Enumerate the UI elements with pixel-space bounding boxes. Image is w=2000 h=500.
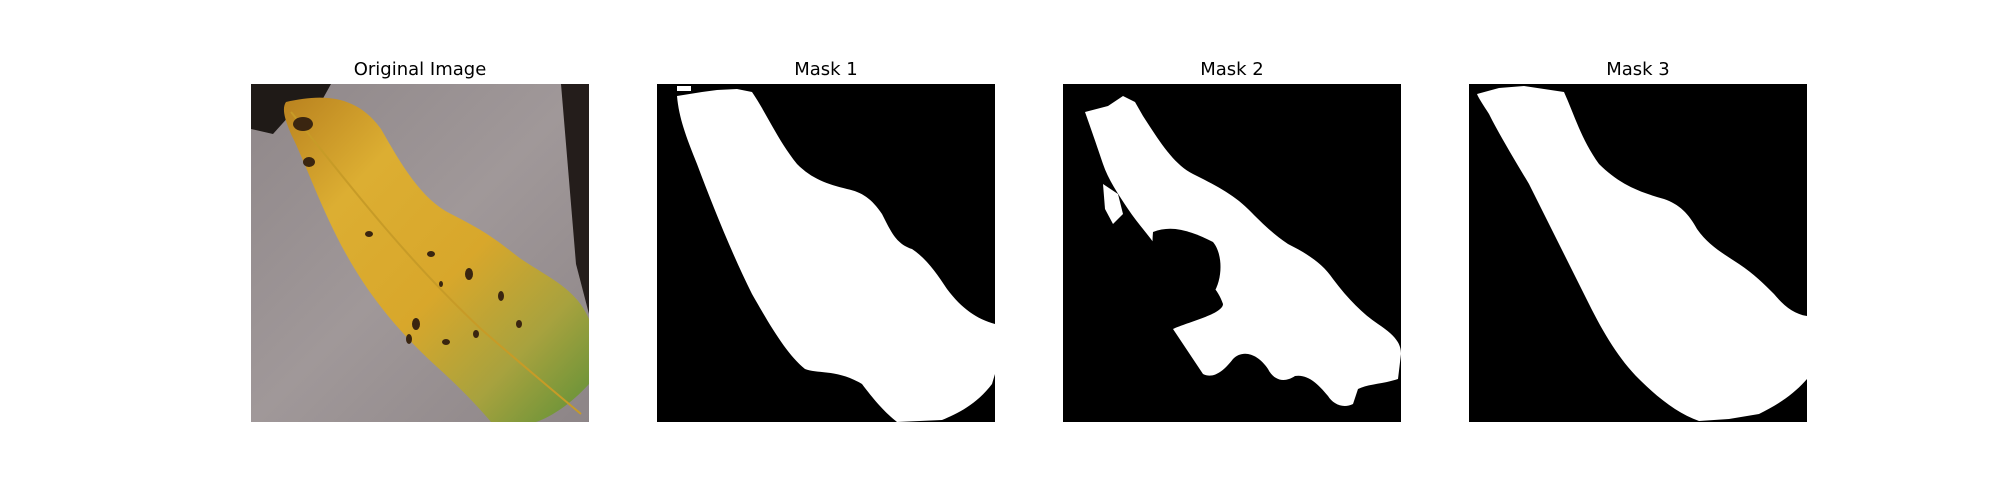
panel-title-mask-1: Mask 1: [794, 59, 858, 80]
mask-3-speck: [1581, 150, 1589, 162]
panel-title-mask-3: Mask 3: [1606, 59, 1670, 80]
panel-title-original: Original Image: [353, 59, 487, 80]
mask-2-image: [1063, 84, 1401, 422]
mask-1-image: [657, 84, 995, 422]
mask-1-speck: [677, 86, 691, 91]
mask-2-leaf-region: [1085, 96, 1401, 407]
panel-original-image: Original Image: [251, 58, 589, 436]
leaf-midrib: [290, 111, 582, 415]
panel-mask-2: Mask 2: [1063, 58, 1401, 436]
mask-1-leaf-region: [677, 89, 995, 422]
mask-3-leaf-region: [1477, 86, 1807, 421]
photo-shadow-right: [561, 84, 589, 314]
panel-title-mask-2: Mask 2: [1200, 59, 1264, 80]
mask-2-hole: [1152, 228, 1221, 297]
panel-mask-3: Mask 3: [1469, 58, 1807, 436]
leaf-spots: [293, 117, 522, 345]
leaf-shape: [283, 97, 589, 422]
mask-3-image: [1469, 84, 1807, 422]
mask-2-fragment: [1103, 184, 1123, 224]
original-leaf-image: [251, 84, 589, 422]
panel-mask-1: Mask 1: [657, 58, 995, 436]
